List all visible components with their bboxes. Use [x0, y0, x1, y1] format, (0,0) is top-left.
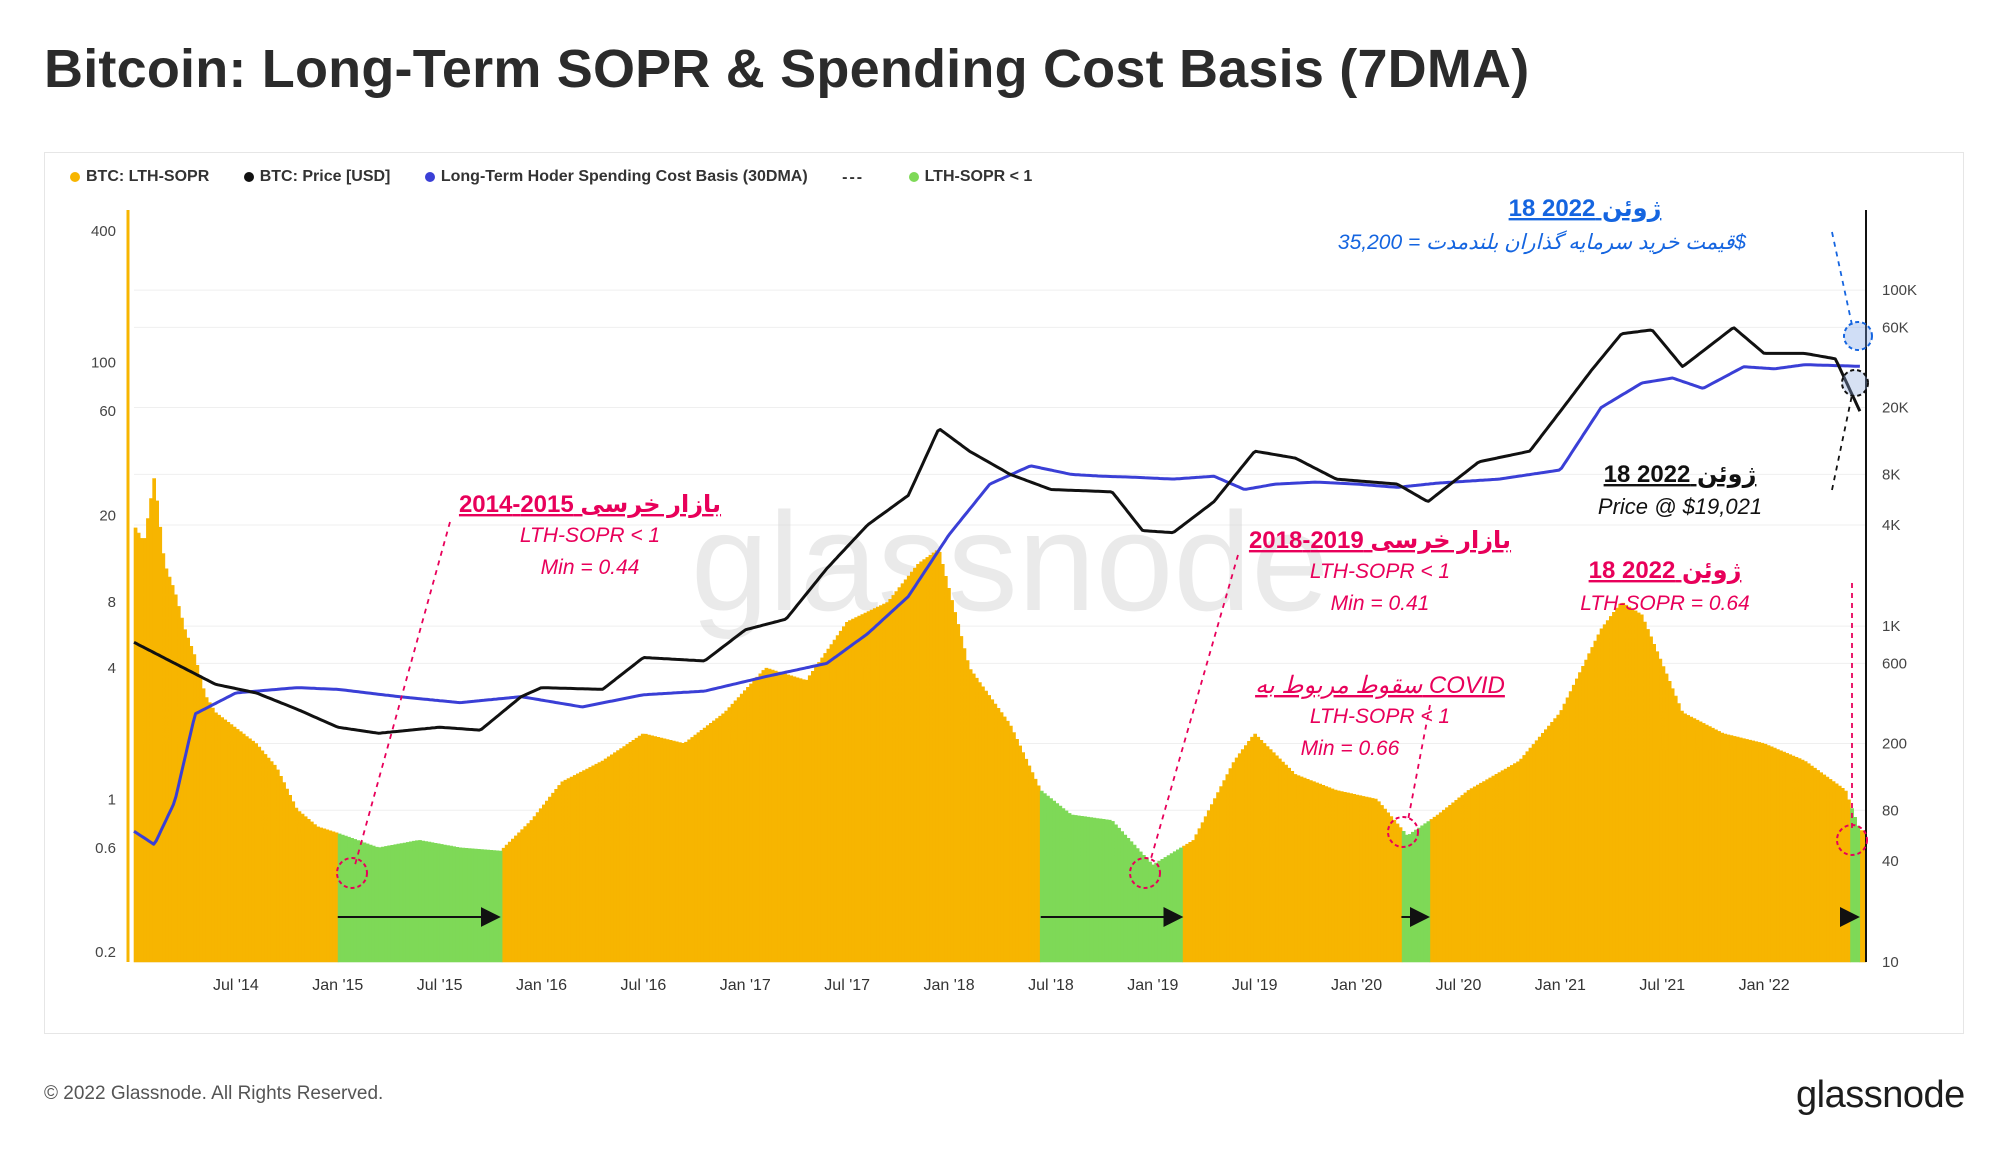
- x-tick-label: Jul '20: [1436, 977, 1482, 994]
- copyright-footer: © 2022 Glassnode. All Rights Reserved.: [44, 1083, 384, 1104]
- annotation-bear-2018-circle: [1129, 857, 1161, 889]
- cost-basis-series: [133, 363, 1860, 846]
- annotation-june-cost-line1: قیمت خرید سرمایه گذاران بلندمدت = 35,200…: [1338, 230, 1746, 255]
- sopr-below-1-area-path: [337, 790, 1861, 963]
- x-tick-label: Jul '14: [213, 977, 259, 994]
- legend-dot-icon: [424, 172, 435, 182]
- annotation-covid-line1: LTH-SOPR < 1: [1310, 705, 1450, 728]
- x-tick-label: Jan '18: [924, 977, 975, 994]
- annotation-june-sopr-circle: [1836, 824, 1868, 856]
- x-tick-label: Jan '15: [312, 977, 363, 994]
- annotation-june-cost-title: 18 ژوئن 2022: [1509, 195, 1662, 222]
- x-tick-label: Jan '17: [720, 977, 771, 994]
- annotation-june-cost-circle: [1843, 321, 1873, 351]
- price-line: [133, 326, 1862, 735]
- annotation-covid-line2: Min = 0.66: [1301, 737, 1400, 760]
- cost-basis-line: [133, 363, 1860, 846]
- y-right-tick-label: 40: [1882, 853, 1899, 870]
- price-series: [133, 326, 1862, 735]
- legend-dot-icon: [243, 172, 254, 182]
- y-right-tick-label: 100K: [1882, 282, 1917, 299]
- x-tick-label: Jul '19: [1232, 977, 1278, 994]
- annotations: بازار خرسی 2015-2014 LTH-SOPR < 1 Min = 0.…: [336, 195, 1873, 889]
- y-right-tick-label: 10: [1882, 954, 1899, 971]
- brand-logo: glassnode: [1796, 1074, 1965, 1116]
- y-right-tick-label: 60K: [1882, 319, 1909, 336]
- annotation-bear-2018-pointer: [1149, 554, 1239, 863]
- sopr-area-path: [133, 478, 1867, 963]
- watermark-text: glassnode: [691, 483, 1329, 640]
- y-left-tick-label: 400: [91, 223, 116, 240]
- x-tick-label: Jan '19: [1127, 977, 1178, 994]
- legend-item-cost-basis[interactable]: Long-Term Hoder Spending Cost Basis (30D…: [424, 168, 808, 186]
- axes: 0.2 0.6 1 4 8 20 60 100 400 10 40 80 200 600 1K 4K 8K 20K…: [91, 210, 1917, 994]
- legend-item-sopr-below-1[interactable]: LTH-SOPR < 1: [908, 168, 1033, 186]
- y-right-tick-label: 20K: [1882, 400, 1909, 417]
- x-tick-label: Jul '17: [824, 977, 870, 994]
- annotation-june-sopr-title: 18 ژوئن 2022: [1589, 557, 1742, 584]
- legend-item-price[interactable]: BTC: Price [USD]: [243, 168, 391, 186]
- chart-legend: BTC: LTH-SOPR BTC: Price [USD] Long-Term…: [70, 168, 1062, 187]
- y-left-tick-label: 1: [108, 791, 116, 808]
- y-left-tick-label: 0.6: [95, 840, 116, 857]
- sopr-below-1-series: [337, 790, 1861, 963]
- y-right-tick-label: 600: [1882, 655, 1907, 672]
- legend-label: LTH-SOPR < 1: [924, 168, 1033, 185]
- x-tick-label: Jan '22: [1739, 977, 1790, 994]
- annotation-june-price-title: 18 ژوئن 2022: [1604, 461, 1757, 488]
- x-tick-label: Jul '21: [1639, 977, 1685, 994]
- y-left-tick-label: 0.2: [95, 944, 116, 961]
- annotation-bear-2018-line2: Min = 0.41: [1331, 592, 1430, 615]
- y-left-tick-label: 60: [99, 403, 116, 420]
- x-tick-label: Jan '16: [516, 977, 567, 994]
- annotation-bear-2014-circle: [336, 857, 368, 889]
- y-right-tick-label: 8K: [1882, 466, 1900, 483]
- y-left-tick-label: 4: [108, 660, 116, 677]
- annotation-covid-circle: [1387, 816, 1419, 848]
- y-right-tick-label: 1K: [1882, 618, 1900, 635]
- annotation-june-price-line1: Price @ $19,021: [1598, 494, 1762, 519]
- legend-label: BTC: LTH-SOPR: [86, 168, 210, 185]
- legend-label: BTC: Price [USD]: [259, 168, 391, 185]
- annotation-covid-title: سقوط مربوط به COVID: [1255, 672, 1505, 699]
- annotation-june-sopr-line1: LTH-SOPR = 0.64: [1580, 592, 1749, 615]
- y-right-tick-label: 80: [1882, 802, 1899, 819]
- annotation-bear-2018-line1: LTH-SOPR < 1: [1310, 560, 1450, 583]
- annotation-bear-2018-title: بازار خرسی 2019-2018: [1249, 527, 1511, 554]
- y-right-tick-label: 4K: [1882, 517, 1900, 534]
- legend-label: ---: [842, 169, 865, 186]
- y-left-tick-label: 100: [91, 355, 116, 372]
- x-tick-label: Jan '20: [1331, 977, 1382, 994]
- annotation-bear-2014-title: بازار خرسی 2015-2014: [459, 491, 721, 518]
- x-tick-label: Jan '21: [1535, 977, 1586, 994]
- annotation-june-price-pointer: [1831, 394, 1853, 491]
- annotation-june-price-circle: [1841, 369, 1869, 397]
- x-tick-label: Jul '18: [1028, 977, 1074, 994]
- legend-item-lth-sopr[interactable]: BTC: LTH-SOPR: [70, 168, 209, 186]
- annotation-bear-2014-line1: LTH-SOPR < 1: [520, 524, 660, 547]
- y-left-tick-label: 20: [99, 507, 116, 524]
- annotation-bear-2014-line2: Min = 0.44: [541, 556, 640, 579]
- x-tick-label: Jul '16: [621, 977, 667, 994]
- legend-dot-icon: [908, 172, 919, 182]
- legend-label: Long-Term Hoder Spending Cost Basis (30D…: [440, 168, 808, 185]
- legend-item-dashes[interactable]: ---: [842, 169, 874, 187]
- annotation-june-cost-pointer: [1831, 231, 1853, 326]
- page-title: Bitcoin: Long-Term SOPR & Spending Cost …: [44, 39, 1530, 99]
- y-left-tick-label: 8: [108, 594, 116, 611]
- legend-dot-icon: [70, 172, 80, 182]
- y-right-tick-label: 200: [1882, 735, 1907, 752]
- sopr-area-series: [133, 478, 1867, 963]
- x-tick-label: Jul '15: [417, 977, 463, 994]
